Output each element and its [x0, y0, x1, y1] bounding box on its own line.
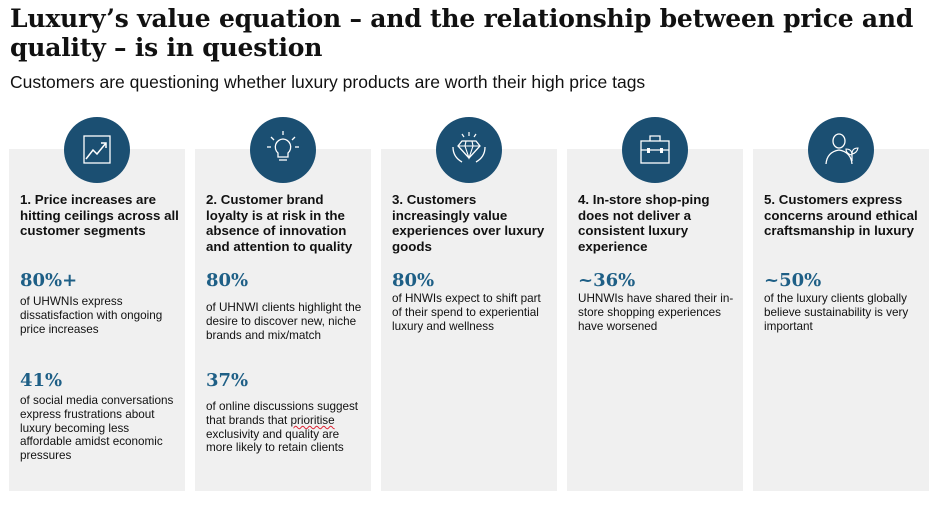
- stat-value: 37%: [206, 370, 249, 391]
- card-price-increases: 1. Price increases are hitting ceilings …: [9, 149, 185, 491]
- growth-chart-icon: [64, 117, 130, 183]
- stat-description: of the luxury clients globally believe s…: [764, 292, 909, 333]
- person-plant-icon: [808, 117, 874, 183]
- stat-description: of HNWIs expect to shift part of their s…: [392, 292, 541, 333]
- lightbulb-icon: [250, 117, 316, 183]
- card-title: 5. Customers express concerns around eth…: [764, 192, 918, 238]
- stat-description: of UHWNIs express dissatisfaction with o…: [20, 295, 163, 336]
- stat-description: of UHNWI clients highlight the desire to…: [206, 301, 362, 342]
- stat-description: of online discussions suggest that brand…: [206, 400, 366, 455]
- shopping-bag-icon: [622, 117, 688, 183]
- stat-value: ~36%: [578, 270, 636, 291]
- card-brand-loyalty: 2. Customer brand loyalty is at risk in …: [195, 149, 371, 491]
- stat-text-part: exclusivity and quality are more likely …: [206, 427, 344, 455]
- card-title: 2. Customer brand loyalty is at risk in …: [206, 192, 353, 254]
- page-subtitle: Customers are questioning whether luxury…: [10, 72, 646, 92]
- stat-text-part: of online discussions suggest that brand…: [206, 400, 359, 427]
- card-experiences: 3. Customers increasingly value experien…: [381, 149, 557, 491]
- stat-description: UHNWIs have shared their in-store shoppi…: [578, 292, 734, 333]
- stat-value: 80%: [206, 270, 249, 291]
- card-title: 1. Price increases are hitting ceilings …: [20, 192, 179, 238]
- stat-description: of social media conversations express fr…: [20, 394, 174, 463]
- page-title: Luxury’s value equation – and the relati…: [10, 4, 914, 62]
- card-title: 3. Customers increasingly value experien…: [392, 192, 545, 254]
- diamond-hands-icon: [436, 117, 502, 183]
- stat-value: 80%+: [20, 270, 78, 291]
- card-ethical: 5. Customers express concerns around eth…: [753, 149, 929, 491]
- card-in-store: 4. In-store shop-ping does not deliver a…: [567, 149, 743, 491]
- stat-value: 41%: [20, 370, 63, 391]
- stat-text-marked: prioritise: [290, 413, 335, 427]
- stat-value: ~50%: [764, 270, 822, 291]
- card-title: 4. In-store shop-ping does not deliver a…: [578, 192, 710, 254]
- stat-value: 80%: [392, 270, 435, 291]
